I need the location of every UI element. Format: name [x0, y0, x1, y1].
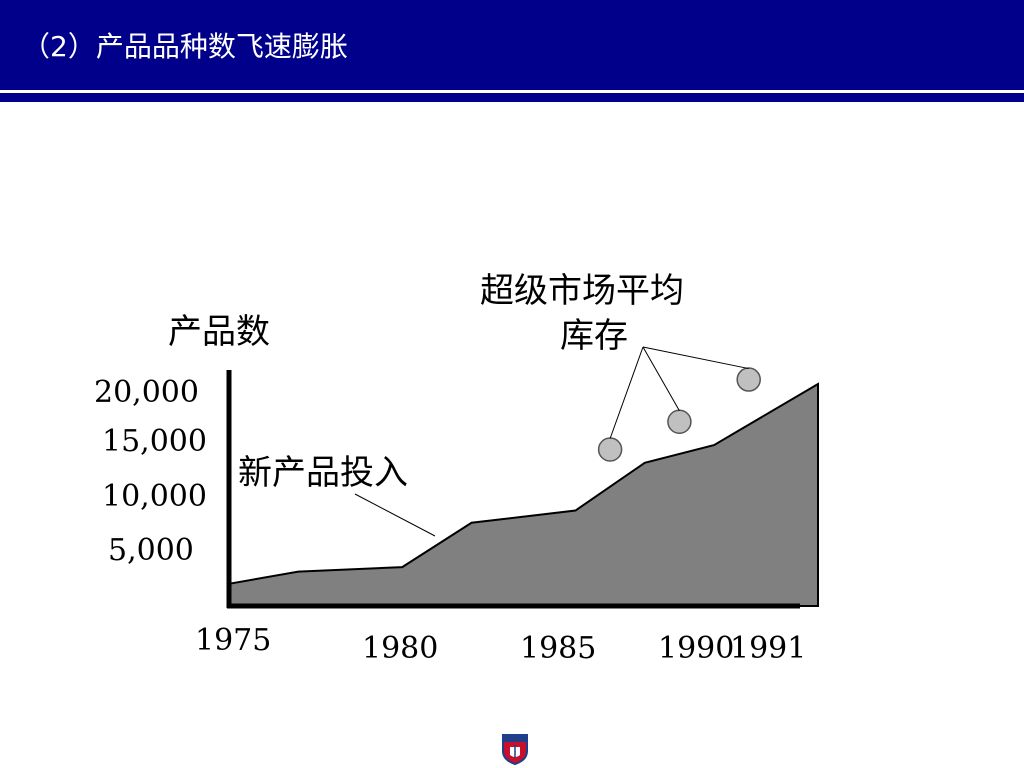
- header-bar: （2）产品品种数飞速膨胀: [0, 0, 1024, 90]
- annotation-new-products: 新产品投入: [238, 453, 408, 493]
- y-tick-label: 5,000: [108, 533, 194, 568]
- annotation-leader-line: [354, 493, 436, 537]
- y-axis-label: 产品数: [168, 312, 270, 352]
- inventory-marker: [736, 367, 761, 392]
- y-tick-label: 10,000: [102, 479, 207, 514]
- area-series-new-products: [228, 382, 819, 607]
- x-tick-label: 1985: [520, 631, 596, 666]
- y-tick-label: 15,000: [102, 424, 207, 459]
- area-layer: [228, 382, 819, 607]
- axis-layer: [226, 370, 800, 609]
- inventory-leader-line: [642, 346, 749, 370]
- annotation-inventory-line: 库存: [560, 316, 628, 356]
- label-layer: 产品数 20,000 15,000 10,000 5,000 1975 1980 1985 19…: [94, 271, 806, 666]
- inventory-marker: [597, 437, 623, 462]
- leader-layer: [354, 346, 749, 537]
- inventory-leader-line: [609, 346, 644, 439]
- x-tick-label: 1975: [195, 623, 271, 658]
- header-divider-white: [0, 90, 1024, 93]
- y-tick-label: 20,000: [94, 375, 199, 410]
- inventory-leader-line: [642, 346, 680, 411]
- inventory-marker: [667, 409, 692, 434]
- x-tick-label: 1991: [730, 631, 806, 666]
- annotation-inventory-line: 超级市场平均: [480, 271, 684, 311]
- x-tick-label: 1980: [362, 631, 438, 666]
- slide-title: （2）产品品种数飞速膨胀: [22, 30, 348, 63]
- x-tick-label: 1990: [658, 631, 734, 666]
- school-crest-icon: [502, 734, 528, 765]
- header-divider-blue: [0, 93, 1024, 102]
